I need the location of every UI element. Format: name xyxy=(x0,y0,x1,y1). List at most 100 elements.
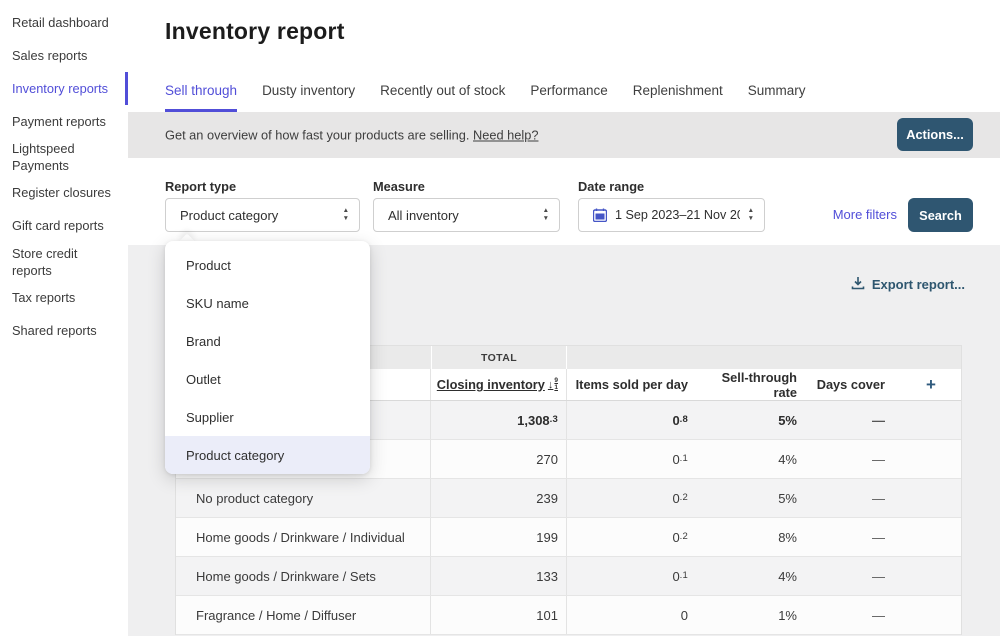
cell-closing-inventory: 101 xyxy=(431,596,567,634)
date-range-value: 1 Sep 2023–21 Nov 2023 xyxy=(615,208,740,222)
measure-value: All inventory xyxy=(388,207,459,223)
measure-label: Measure xyxy=(373,179,425,194)
sidebar-item-tax-reports[interactable]: Tax reports xyxy=(0,281,128,314)
cell-category xyxy=(176,440,431,478)
cell-items-sold: 0.2 xyxy=(672,529,688,545)
table-row: Fragrance / Home / Diffuser 101 0 1% — xyxy=(176,596,961,635)
tab-dusty-inventory[interactable]: Dusty inventory xyxy=(262,83,356,98)
report-type-label: Report type xyxy=(165,179,237,194)
date-range-select[interactable]: 1 Sep 2023–21 Nov 2023 ▲▼ xyxy=(578,198,765,232)
cell-category: Home goods / Drinkware / Sets xyxy=(176,557,431,595)
download-icon xyxy=(851,276,865,293)
info-bar: Get an overview of how fast your product… xyxy=(128,112,1000,158)
export-report-label: Export report... xyxy=(871,277,965,292)
header-items-sold-per-day: Items sold per day xyxy=(575,377,688,392)
sidebar-item-store-credit-reports[interactable]: Store credit reports xyxy=(0,243,128,282)
sidebar-item-lightspeed-payments[interactable]: Lightspeed Payments xyxy=(0,138,128,177)
sidebar-item-label: Shared reports xyxy=(12,322,97,338)
sidebar-item-sales-reports[interactable]: Sales reports xyxy=(0,39,128,72)
add-column-button[interactable]: + xyxy=(926,374,936,394)
cell-closing-inventory: 1,308.3 xyxy=(431,401,567,439)
measure-select[interactable]: All inventory ▲ ▼ xyxy=(373,198,560,232)
cell-sell-through: 5% xyxy=(778,412,797,428)
page-title: Inventory report xyxy=(165,18,345,44)
dropdown-item-brand[interactable]: Brand xyxy=(186,333,221,349)
filter-bar: Report type Product category ▲ ▼ Measure … xyxy=(128,158,1000,245)
cell-sell-through: 4% xyxy=(778,451,797,467)
dropdown-item-outlet[interactable]: Outlet xyxy=(186,371,221,387)
cell-days-cover: — xyxy=(872,568,885,584)
calendar-icon xyxy=(593,208,607,222)
cell-items-sold: 0.1 xyxy=(672,451,688,467)
cell-sell-through: 8% xyxy=(778,529,797,545)
table-row: Home goods / Drinkware / Individual 199 … xyxy=(176,518,961,557)
cell-items-sold: 0.8 xyxy=(672,412,688,428)
tab-sell-through[interactable]: Sell through xyxy=(165,83,238,112)
page-header: Inventory report Sell through Dusty inve… xyxy=(128,0,1000,112)
dropdown-item-product-category[interactable]: Product category xyxy=(165,436,370,474)
sidebar-item-retail-dashboard[interactable]: Retail dashboard xyxy=(0,6,128,39)
more-filters-link[interactable]: More filters xyxy=(832,207,897,222)
info-text: Get an overview of how fast your product… xyxy=(165,128,538,143)
dropdown-item-supplier[interactable]: Supplier xyxy=(186,409,234,425)
cell-items-sold: 0.1 xyxy=(672,568,688,584)
header-category xyxy=(176,369,431,400)
sidebar-item-payment-reports[interactable]: Payment reports xyxy=(0,105,128,138)
cell-category: No product category xyxy=(176,479,431,517)
cell-days-cover: — xyxy=(872,607,885,623)
stepper-icon: ▲ ▼ xyxy=(747,206,754,222)
sidebar-item-label: Retail dashboard xyxy=(12,14,109,30)
cell-category: Fragrance / Home / Diffuser xyxy=(176,596,431,634)
actions-button[interactable]: Actions... xyxy=(897,118,973,151)
sidebar-item-label: Lightspeed Payments xyxy=(12,141,75,174)
cell-days-cover: — xyxy=(872,451,885,467)
cell-sell-through: 5% xyxy=(778,490,797,506)
table-row: Home goods / Drinkware / Sets 133 0.1 4%… xyxy=(176,557,961,596)
stepper-icon: ▲ ▼ xyxy=(542,206,549,222)
cell-days-cover: — xyxy=(872,412,885,428)
export-report-link[interactable]: Export report... xyxy=(851,276,965,293)
sidebar-item-label: Payment reports xyxy=(12,113,106,129)
header-days-cover: Days cover xyxy=(816,377,885,392)
sidebar-item-gift-card-reports[interactable]: Gift card reports xyxy=(0,210,128,243)
cell-closing-inventory: 239 xyxy=(431,479,567,517)
tab-performance[interactable]: Performance xyxy=(530,83,608,98)
report-tabs: Sell through Dusty inventory Recently ou… xyxy=(165,83,806,112)
sidebar: Retail dashboard Sales reports Inventory… xyxy=(0,0,128,636)
tab-summary[interactable]: Summary xyxy=(747,83,806,98)
table-total-band: TOTAL xyxy=(176,346,961,369)
cell-items-sold: 0 xyxy=(680,607,688,623)
info-description: Get an overview of how fast your product… xyxy=(165,127,470,143)
search-button[interactable]: Search xyxy=(908,198,973,232)
report-type-select[interactable]: Product category ▲ ▼ xyxy=(165,198,360,232)
tab-recently-out-of-stock[interactable]: Recently out of stock xyxy=(380,83,506,98)
sidebar-item-inventory-reports[interactable]: Inventory reports xyxy=(0,72,128,105)
cell-category xyxy=(176,401,431,439)
cell-sell-through: 1% xyxy=(778,607,797,623)
cell-sell-through: 4% xyxy=(778,568,797,584)
table-row: No product category 239 0.2 5% — xyxy=(176,479,961,518)
cell-closing-inventory: 133 xyxy=(431,557,567,595)
sidebar-item-shared-reports[interactable]: Shared reports xyxy=(0,314,128,347)
header-sell-through-rate: Sell-through rate xyxy=(721,369,797,400)
tab-replenishment[interactable]: Replenishment xyxy=(632,83,723,98)
report-type-dropdown: Product SKU name Brand Outlet Supplier P… xyxy=(165,241,370,474)
need-help-link[interactable]: Need help? xyxy=(473,127,539,143)
cell-category: Home goods / Drinkware / Individual xyxy=(176,518,431,556)
sidebar-item-register-closures[interactable]: Register closures xyxy=(0,177,128,210)
cell-days-cover: — xyxy=(872,529,885,545)
sidebar-item-label: Sales reports xyxy=(12,47,88,63)
date-range-label: Date range xyxy=(578,179,645,194)
report-type-value: Product category xyxy=(180,207,279,223)
dropdown-item-sku-name[interactable]: SKU name xyxy=(186,295,249,311)
sidebar-item-label: Store credit reports xyxy=(12,245,78,278)
cell-items-sold: 0.2 xyxy=(672,490,688,506)
cell-closing-inventory: 270 xyxy=(431,440,567,478)
stepper-icon: ▲ ▼ xyxy=(342,206,349,222)
sidebar-item-label: Tax reports xyxy=(12,289,76,305)
sidebar-item-label: Register closures xyxy=(12,185,111,201)
dropdown-item-product[interactable]: Product xyxy=(186,257,231,273)
